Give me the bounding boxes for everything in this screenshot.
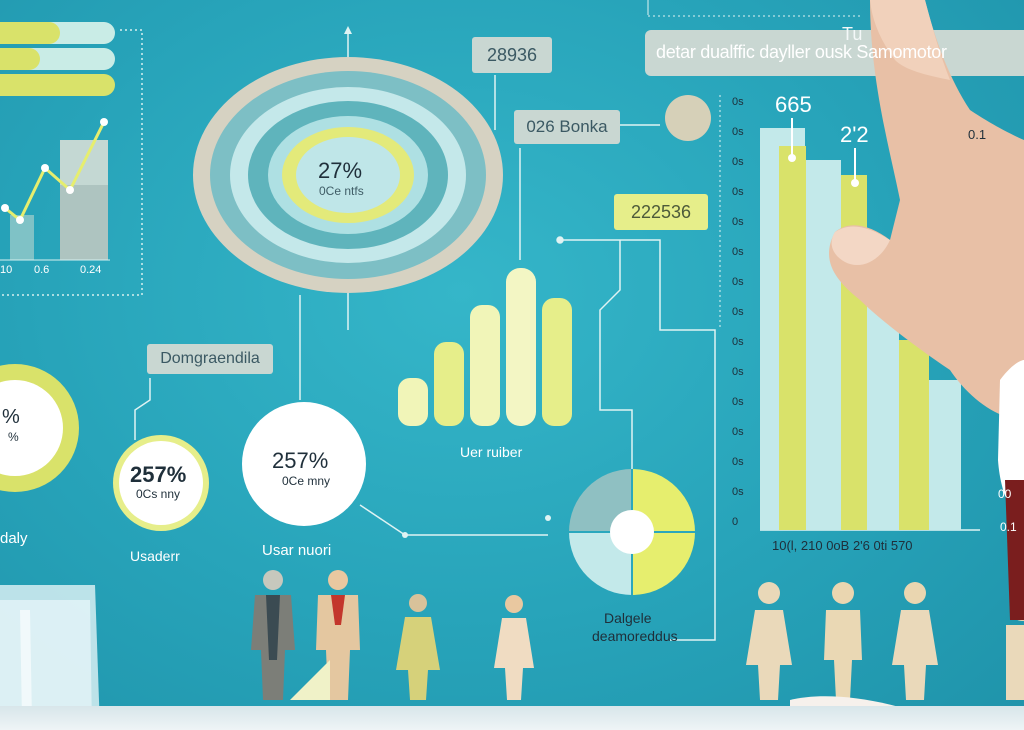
pie-caption-line-2: deamoreddus [592,628,678,644]
mini-chart-tick-1: 10 [0,264,13,276]
person-icon [824,582,862,700]
y-axis-tick: 0s [732,366,744,378]
top-right-banner-frame [645,0,1024,76]
small-circle-2-value: 257% [272,448,329,473]
y-axis-tick: 0s [732,306,744,318]
right-chart-top-label-2: 2'2 [840,122,869,147]
small-circle-1 [113,378,209,531]
yellow-number-badge: 222536 [614,194,708,230]
top-left-progress-bars [0,22,143,296]
small-circle-2-caption: Usar nuori [262,542,332,559]
main-donut-sub: 0Ce ntfs [319,184,364,198]
y-axis-tick: 0s [732,186,744,198]
glass-object [0,585,100,730]
right-chart-y-axis: 0s 0s 0s 0s 0s 0s 0s 0s 0s 0s 0s 0s 0s 0s 0 [732,96,754,536]
left-circle-caption: daly [0,530,28,547]
mid-number-badge: 026 Bonka [514,110,620,144]
far-right-tick-1: 00 [998,487,1012,501]
center-bar-chart [398,268,572,426]
small-circle-2 [242,402,551,538]
small-circle-1-value: 257% [130,462,187,487]
right-chart-right-label: 0.1 [968,127,987,142]
y-axis-tick: 0s [732,246,744,258]
banner-line-1: Tu [842,24,863,44]
person-icon [251,570,295,700]
main-donut-value: 27% [318,158,363,183]
person-icon [396,594,440,700]
right-chart-x-ticks: 10(l, 210 0oB 2'6 0ti 570 [772,538,913,553]
y-axis-tick: 0s [732,456,744,468]
hand-icon [829,0,1024,620]
main-concentric-donut [193,26,503,400]
person-icon [892,582,938,700]
y-axis-tick: 0s [732,216,744,228]
connector-lines-top [494,75,716,641]
small-circle-2-sub: 0Ce mny [282,474,331,488]
banner-line-2: detar dualffic dayller ousk Samomotor [656,42,947,62]
y-axis-tick: 0s [732,426,744,438]
person-icon [746,582,792,700]
person-icon [494,595,534,700]
y-axis-tick: 0s [732,96,744,108]
demographic-badge: Domgraendila [147,344,273,374]
y-axis-tick: 0s [732,396,744,408]
small-circle-1-caption: Usaderr [130,548,180,564]
left-circle-value: % [2,406,20,428]
mini-chart-tick-2: 0.6 [34,264,50,276]
far-right-tick-2: 0.1 [1000,520,1017,534]
people-figures [251,570,1024,700]
left-partial-donut [0,364,79,492]
screen-bottom-bezel [0,706,1024,730]
center-bars-caption: Uer ruiber [460,444,523,460]
y-axis-tick: 0s [732,126,744,138]
y-axis-tick: 0s [732,486,744,498]
bottom-pie-chart [569,469,695,595]
mini-chart-tick-3: 0.24 [80,264,102,276]
mini-line-chart [0,118,110,261]
person-icon [290,570,360,700]
small-circle-1-sub: 0Cs nny [136,487,181,501]
right-bar-chart [719,95,980,531]
y-axis-tick: 0 [732,516,739,528]
y-axis-tick: 0s [732,156,744,168]
top-number-badge: 28936 [472,37,552,73]
left-circle-sub: % [8,430,19,444]
y-axis-tick: 0s [732,336,744,348]
right-chart-top-label-1: 665 [775,92,812,117]
pie-caption-line-1: Dalgele [604,610,652,626]
y-axis-tick: 0s [732,276,744,288]
beige-dot [665,95,711,141]
